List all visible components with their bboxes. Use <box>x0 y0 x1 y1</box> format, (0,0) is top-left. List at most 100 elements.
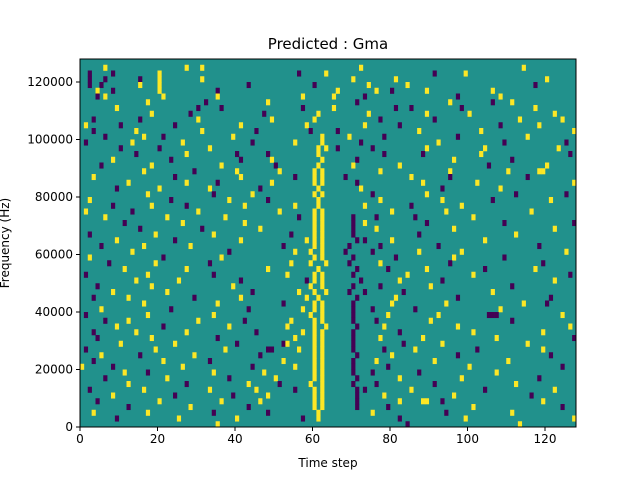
heatmap-cell <box>483 266 488 273</box>
heatmap-cell <box>149 283 154 290</box>
heatmap-cell <box>560 363 565 370</box>
heatmap-cell <box>312 243 317 250</box>
heatmap-cell <box>207 145 213 152</box>
heatmap-cell <box>537 122 542 129</box>
heatmap-cell <box>161 254 166 261</box>
heatmap-cell <box>393 105 399 112</box>
heatmap-cell <box>99 162 104 169</box>
y-tick-label: 80000 <box>35 190 73 204</box>
heatmap-cell <box>304 237 309 244</box>
heatmap-cell <box>103 317 108 324</box>
heatmap-cell <box>320 191 325 198</box>
heatmap-cell <box>269 346 275 353</box>
heatmap-cell <box>366 110 371 117</box>
heatmap-cell <box>335 145 340 152</box>
heatmap-cell <box>293 335 298 342</box>
heatmap-cell <box>95 398 100 405</box>
heatmap-cell <box>126 404 131 411</box>
heatmap-cell <box>498 93 503 100</box>
heatmap-cell <box>91 174 96 181</box>
heatmap-cell <box>366 82 371 89</box>
heatmap-cell <box>111 363 116 370</box>
heatmap-cell <box>157 87 162 94</box>
heatmap-cell <box>196 105 201 112</box>
heatmap-cell <box>184 266 189 273</box>
heatmap-cell <box>87 76 92 83</box>
heatmap-cell <box>362 122 368 129</box>
heatmap-cell <box>541 168 546 175</box>
heatmap-cell <box>312 191 317 198</box>
heatmap-cell <box>320 231 325 238</box>
heatmap-cell <box>386 266 391 273</box>
heatmap-cell <box>351 329 356 336</box>
heatmap-cell <box>142 300 147 307</box>
heatmap-cell <box>83 271 89 278</box>
heatmap-cell <box>564 139 569 146</box>
heatmap-cell <box>471 329 476 336</box>
heatmap-cell <box>347 243 352 250</box>
heatmap-cell <box>91 294 96 301</box>
heatmap-cell <box>235 151 240 158</box>
heatmap-cell <box>235 168 240 175</box>
heatmap-cell <box>417 128 422 135</box>
heatmap-cell <box>525 174 530 181</box>
heatmap-cell <box>169 197 174 204</box>
heatmap-cell <box>486 312 492 319</box>
heatmap-cell <box>521 64 526 71</box>
heatmap-cell <box>122 369 127 376</box>
heatmap-cell <box>138 116 143 123</box>
heatmap-cell <box>351 214 356 221</box>
heatmap-cell <box>471 271 476 278</box>
heatmap-cell <box>436 243 441 250</box>
heatmap-background <box>80 59 576 427</box>
heatmap-cell <box>490 312 495 319</box>
heatmap-cell <box>362 386 368 393</box>
heatmap-cell <box>324 145 329 152</box>
heatmap-cell <box>374 225 379 232</box>
heatmap-cell <box>192 352 197 359</box>
heatmap-cell <box>320 248 325 255</box>
heatmap-cell <box>269 116 275 123</box>
heatmap-cell <box>397 122 402 129</box>
heatmap-cell <box>517 116 523 123</box>
heatmap-cell <box>130 248 135 255</box>
heatmap-cell <box>432 358 437 365</box>
heatmap-cell <box>455 352 461 359</box>
heatmap-cell <box>235 415 240 422</box>
heatmap-cell <box>386 363 391 370</box>
heatmap-cell <box>308 283 313 290</box>
heatmap-cell <box>157 398 162 405</box>
heatmap-cell <box>320 133 325 140</box>
heatmap-cell <box>506 358 511 365</box>
heatmap-cell <box>455 323 461 330</box>
heatmap-cell <box>231 392 236 399</box>
heatmap-cell <box>355 352 360 359</box>
heatmap-cell <box>289 317 294 324</box>
heatmap-cell <box>223 214 228 221</box>
heatmap-cell <box>421 335 426 342</box>
heatmap-cell <box>351 363 356 370</box>
heatmap-cell <box>99 352 104 359</box>
heatmap-cell <box>572 335 577 342</box>
heatmap-cell <box>498 122 503 129</box>
heatmap-cell <box>467 363 472 370</box>
heatmap-cell <box>103 214 108 221</box>
heatmap-cell <box>490 289 495 296</box>
heatmap-cell <box>83 122 89 129</box>
heatmap-cell <box>320 254 325 261</box>
heatmap-cell <box>386 404 391 411</box>
heatmap-cell <box>161 358 166 365</box>
heatmap-cell <box>258 225 263 232</box>
heatmap-cell <box>122 266 127 273</box>
heatmap-cell <box>316 197 321 204</box>
heatmap-cell <box>448 260 453 267</box>
heatmap-cell <box>266 151 271 158</box>
heatmap-cell <box>537 243 542 250</box>
heatmap-cell <box>297 70 302 77</box>
heatmap-cell <box>91 128 96 135</box>
heatmap-cell <box>359 185 364 192</box>
heatmap-cell <box>114 323 120 330</box>
heatmap-cell <box>572 415 577 422</box>
heatmap-cell <box>494 369 499 376</box>
heatmap-cell <box>142 168 147 175</box>
